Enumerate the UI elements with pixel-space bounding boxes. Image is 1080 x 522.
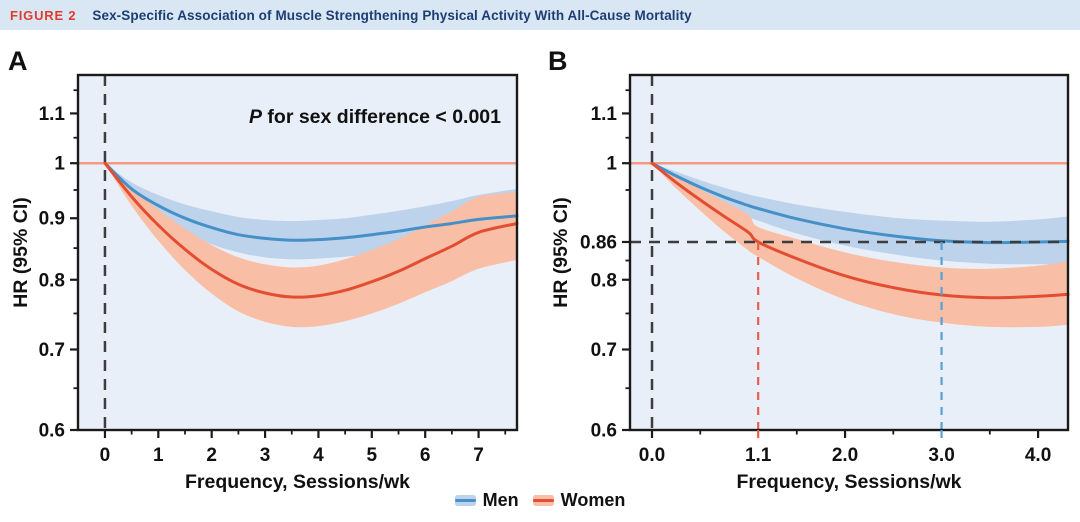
y-tick-label: 1 (606, 154, 617, 175)
plot-border (76, 73, 519, 432)
legend-item-women: Women (532, 490, 626, 511)
panel-a: 0 1 2 3 4 5 6 7 1.1 1 0.9 0.8 0.7 0.6 Frequency, Sessi… (8, 46, 519, 493)
panel-label-a: A (8, 46, 28, 76)
plot-border (628, 73, 1070, 432)
legend-item-men: Men (454, 490, 519, 511)
y-tick-label: 0.6 (591, 421, 617, 442)
x-tick-label: 2.0 (832, 445, 858, 466)
x-tick-label: 3.0 (928, 445, 954, 466)
chart-legend: Men Women (0, 490, 1080, 511)
men-hr-curve (650, 161, 1070, 245)
p-value-annotation: P for sex difference < 0.001 (249, 106, 501, 128)
figure-number-label: FIGURE 2 (10, 7, 77, 23)
x-axis-title: Frequency, Sessions/wk (185, 471, 410, 493)
x-tick-label: 3 (260, 445, 271, 466)
x-tick-label: 2 (206, 445, 217, 466)
women-legend-swatch-line (532, 499, 554, 502)
x-tick-label: 5 (367, 445, 378, 466)
y-tick-label: 0.6 (39, 421, 65, 442)
women-legend-swatch (532, 495, 554, 506)
legend-label: Men (482, 490, 519, 510)
x-tick-label: 4.0 (1025, 445, 1051, 466)
x-tick-label: 0 (100, 445, 111, 466)
y-tick-label: 1.1 (591, 104, 618, 125)
panel-b: 0.0 1.1 2.0 3.0 4.0 1.1 1 0.86 0.8 0.7 0.6 Frequenc… (548, 46, 1070, 493)
women-ci-band (652, 163, 1068, 328)
women-hr-curve (650, 161, 1070, 300)
y-tick-label: 0.86 (580, 232, 617, 253)
x-axis-title: Frequency, Sessions/wk (736, 471, 961, 493)
x-tick-label: 4 (313, 445, 324, 466)
y-tick-label: 1 (54, 154, 65, 175)
y-tick-label: 0.7 (39, 340, 65, 361)
men-ci-band (652, 163, 1068, 265)
x-tick-label: 1 (153, 445, 164, 466)
men-legend-swatch-line (454, 499, 476, 502)
men-legend-swatch (454, 495, 476, 506)
women-ci-band (105, 163, 517, 328)
women-hr-curve (103, 161, 519, 299)
y-tick-label: 0.7 (591, 340, 617, 361)
men-hr-curve (103, 161, 519, 242)
y-tick-label: 0.9 (39, 209, 65, 230)
y-axis-title: HR (95% CI) (10, 197, 32, 308)
legend-label: Women (560, 490, 626, 510)
figure-title: Sex-Specific Association of Muscle Stren… (92, 7, 692, 23)
panel-label-b: B (548, 46, 568, 76)
x-tick-label: 1.1 (745, 445, 772, 466)
x-tick-label: 0.0 (639, 445, 665, 466)
x-tick-label: 7 (473, 445, 484, 466)
y-tick-label: 1.1 (39, 104, 66, 125)
figure-header: FIGURE 2 Sex-Specific Association of Mus… (0, 0, 1080, 30)
x-tick-label: 6 (420, 445, 431, 466)
y-tick-label: 0.8 (39, 270, 65, 291)
y-axis-title: HR (95% CI) (550, 197, 572, 308)
y-tick-label: 0.8 (591, 270, 617, 291)
